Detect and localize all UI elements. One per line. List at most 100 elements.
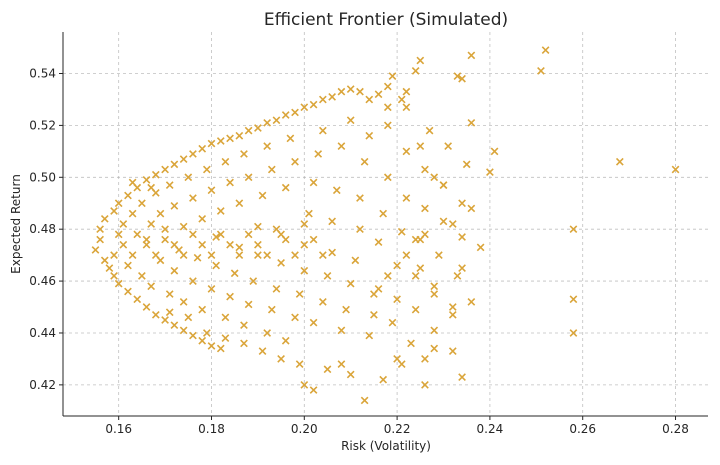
- data-point: [170, 266, 179, 275]
- data-point: [281, 336, 290, 345]
- data-point: [151, 251, 160, 260]
- data-point: [411, 272, 420, 280]
- data-point: [402, 251, 411, 260]
- data-point: [96, 225, 104, 234]
- y-tick-label: 0.44: [29, 326, 56, 340]
- data-point: [453, 272, 462, 280]
- data-point: [258, 347, 267, 356]
- data-point: [142, 303, 151, 311]
- data-point: [235, 243, 244, 252]
- data-point: [165, 181, 174, 189]
- data-point: [318, 251, 327, 260]
- data-point: [430, 282, 439, 291]
- x-ticks: 0.16 0.18 0.20 0.22 0.24 0.26 0.28: [105, 416, 689, 436]
- data-point: [147, 282, 156, 291]
- data-point: [346, 85, 355, 93]
- data-point: [300, 240, 309, 249]
- y-axis-label: Expected Return: [9, 174, 23, 274]
- data-point: [128, 178, 137, 187]
- data-point: [328, 217, 337, 226]
- data-point: [263, 118, 272, 127]
- data-point: [467, 51, 476, 60]
- data-point: [207, 284, 216, 293]
- data-point: [244, 230, 253, 239]
- data-point: [244, 300, 253, 309]
- data-point: [300, 103, 309, 112]
- y-tick-label: 0.50: [29, 170, 56, 184]
- data-point: [300, 266, 309, 275]
- data-point: [402, 147, 411, 156]
- data-point: [198, 240, 207, 249]
- data-point: [119, 240, 128, 249]
- data-point: [458, 74, 466, 83]
- data-point: [393, 295, 401, 304]
- data-point: [110, 207, 118, 215]
- data-point: [133, 295, 142, 304]
- data-point: [421, 204, 429, 213]
- data-point: [448, 347, 457, 356]
- x-tick-label: 0.24: [477, 422, 504, 436]
- data-point: [425, 126, 434, 135]
- data-point: [202, 165, 211, 174]
- data-point: [272, 284, 281, 293]
- data-point: [462, 160, 471, 169]
- data-point: [221, 313, 230, 322]
- data-point: [490, 147, 499, 156]
- data-point: [360, 396, 369, 405]
- data-point: [179, 251, 188, 260]
- data-point: [114, 230, 123, 239]
- data-point: [170, 321, 179, 330]
- data-point: [179, 155, 188, 164]
- data-point: [323, 272, 332, 280]
- data-point: [342, 305, 350, 314]
- data-point: [235, 251, 244, 260]
- data-point: [541, 46, 550, 55]
- data-point: [114, 199, 123, 208]
- data-point: [124, 287, 132, 296]
- data-point: [305, 209, 313, 218]
- data-point: [397, 95, 406, 104]
- data-point: [318, 126, 327, 135]
- data-point: [212, 233, 220, 241]
- data-point: [448, 310, 457, 319]
- data-point: [291, 108, 299, 117]
- data-point: [309, 386, 318, 394]
- data-point: [309, 178, 318, 187]
- data-point: [226, 134, 234, 143]
- data-point: [379, 209, 388, 218]
- data-point: [356, 225, 364, 234]
- data-point: [207, 139, 216, 148]
- x-axis-label: Risk (Volatility): [341, 439, 431, 453]
- data-point: [356, 87, 364, 96]
- data-point: [467, 297, 476, 306]
- data-point: [254, 222, 262, 231]
- data-point: [179, 297, 188, 306]
- data-point: [407, 339, 415, 348]
- grid: [63, 32, 708, 416]
- data-point: [370, 290, 378, 298]
- data-point: [402, 87, 411, 96]
- data-point: [128, 209, 137, 218]
- data-point: [421, 380, 429, 389]
- data-point: [96, 235, 104, 244]
- data-point: [170, 160, 179, 169]
- data-point: [189, 150, 197, 158]
- data-point: [198, 144, 207, 153]
- data-point: [198, 214, 207, 223]
- data-point: [291, 313, 299, 322]
- data-point: [444, 142, 453, 151]
- data-point: [161, 165, 169, 174]
- data-point: [300, 220, 309, 228]
- data-point: [119, 220, 128, 228]
- y-ticks: 0.42 0.44 0.46 0.48 0.50 0.52 0.54: [29, 67, 63, 392]
- data-points: [91, 46, 680, 405]
- data-point: [448, 220, 457, 228]
- data-point: [221, 157, 230, 166]
- data-point: [397, 227, 406, 236]
- data-point: [374, 90, 383, 99]
- data-point: [337, 326, 346, 335]
- data-point: [467, 204, 476, 213]
- data-point: [147, 183, 156, 192]
- data-point: [189, 331, 197, 340]
- data-point: [226, 292, 234, 301]
